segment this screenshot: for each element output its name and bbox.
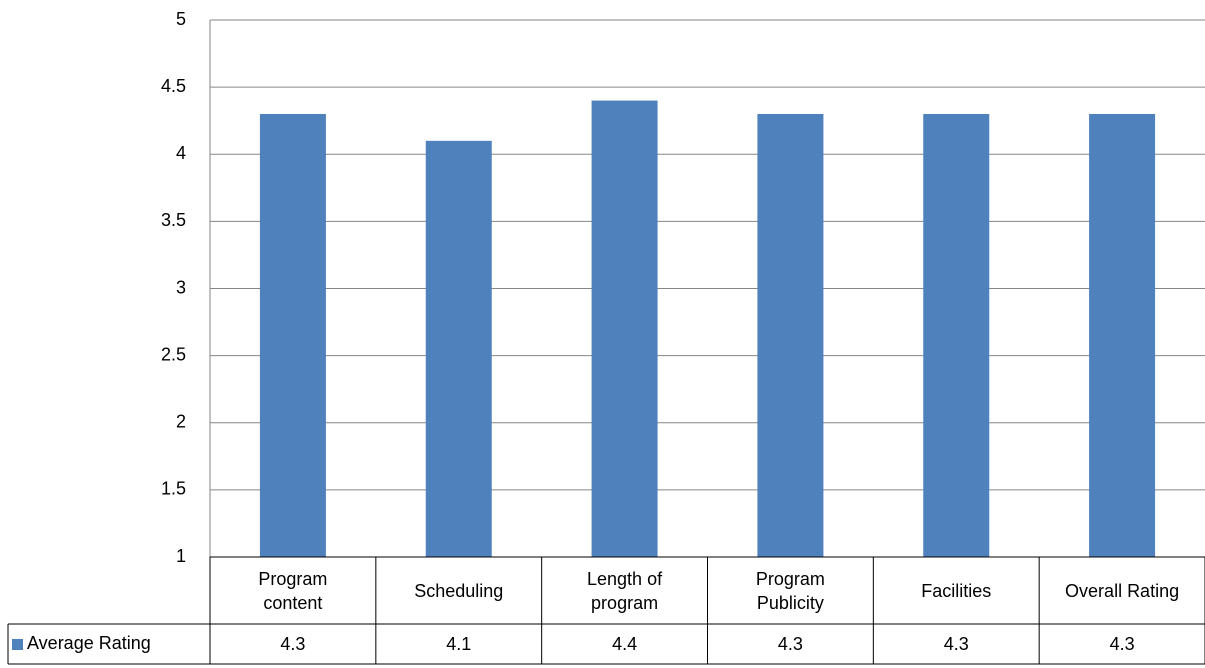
category-text: Length of program <box>587 568 663 613</box>
y-tick-label: 3 <box>176 277 186 297</box>
category-text: Program Publicity <box>755 568 825 613</box>
y-tick-label: 2.5 <box>161 344 186 364</box>
bar <box>259 113 326 557</box>
y-tick-label: 4 <box>176 143 186 163</box>
table-value: 4.3 <box>280 634 305 654</box>
legend-label: Average Rating <box>27 633 151 653</box>
x-tick-label: Program Publicity <box>708 557 874 624</box>
y-tick-label: 3.5 <box>161 210 186 230</box>
x-tick-label: Program content <box>210 557 376 624</box>
bar <box>425 140 492 557</box>
y-tick-label: 1.5 <box>161 479 186 499</box>
table-value: 4.4 <box>612 634 637 654</box>
category-text: Program content <box>258 568 328 613</box>
table-value: 4.3 <box>778 634 803 654</box>
x-tick-label: Facilities <box>873 557 1039 624</box>
y-tick-label: 2 <box>176 412 186 432</box>
y-tick-label: 5 <box>176 9 186 29</box>
legend-swatch <box>12 639 23 650</box>
table-value: 4.3 <box>944 634 969 654</box>
bar <box>591 100 658 558</box>
category-text: Scheduling <box>414 580 504 601</box>
x-tick-label: Length of program <box>542 557 708 624</box>
x-tick-label: Overall Rating <box>1039 557 1205 624</box>
category-text: Facilities <box>921 580 992 601</box>
table-value: 4.3 <box>1110 634 1135 654</box>
bar <box>757 113 824 557</box>
category-text: Overall Rating <box>1065 580 1180 601</box>
table-value: 4.1 <box>446 634 471 654</box>
x-tick-label: Scheduling <box>376 557 542 624</box>
bar <box>1089 113 1156 557</box>
y-tick-label: 1 <box>176 546 186 566</box>
y-tick-label: 4.5 <box>161 76 186 96</box>
bar <box>923 113 990 557</box>
